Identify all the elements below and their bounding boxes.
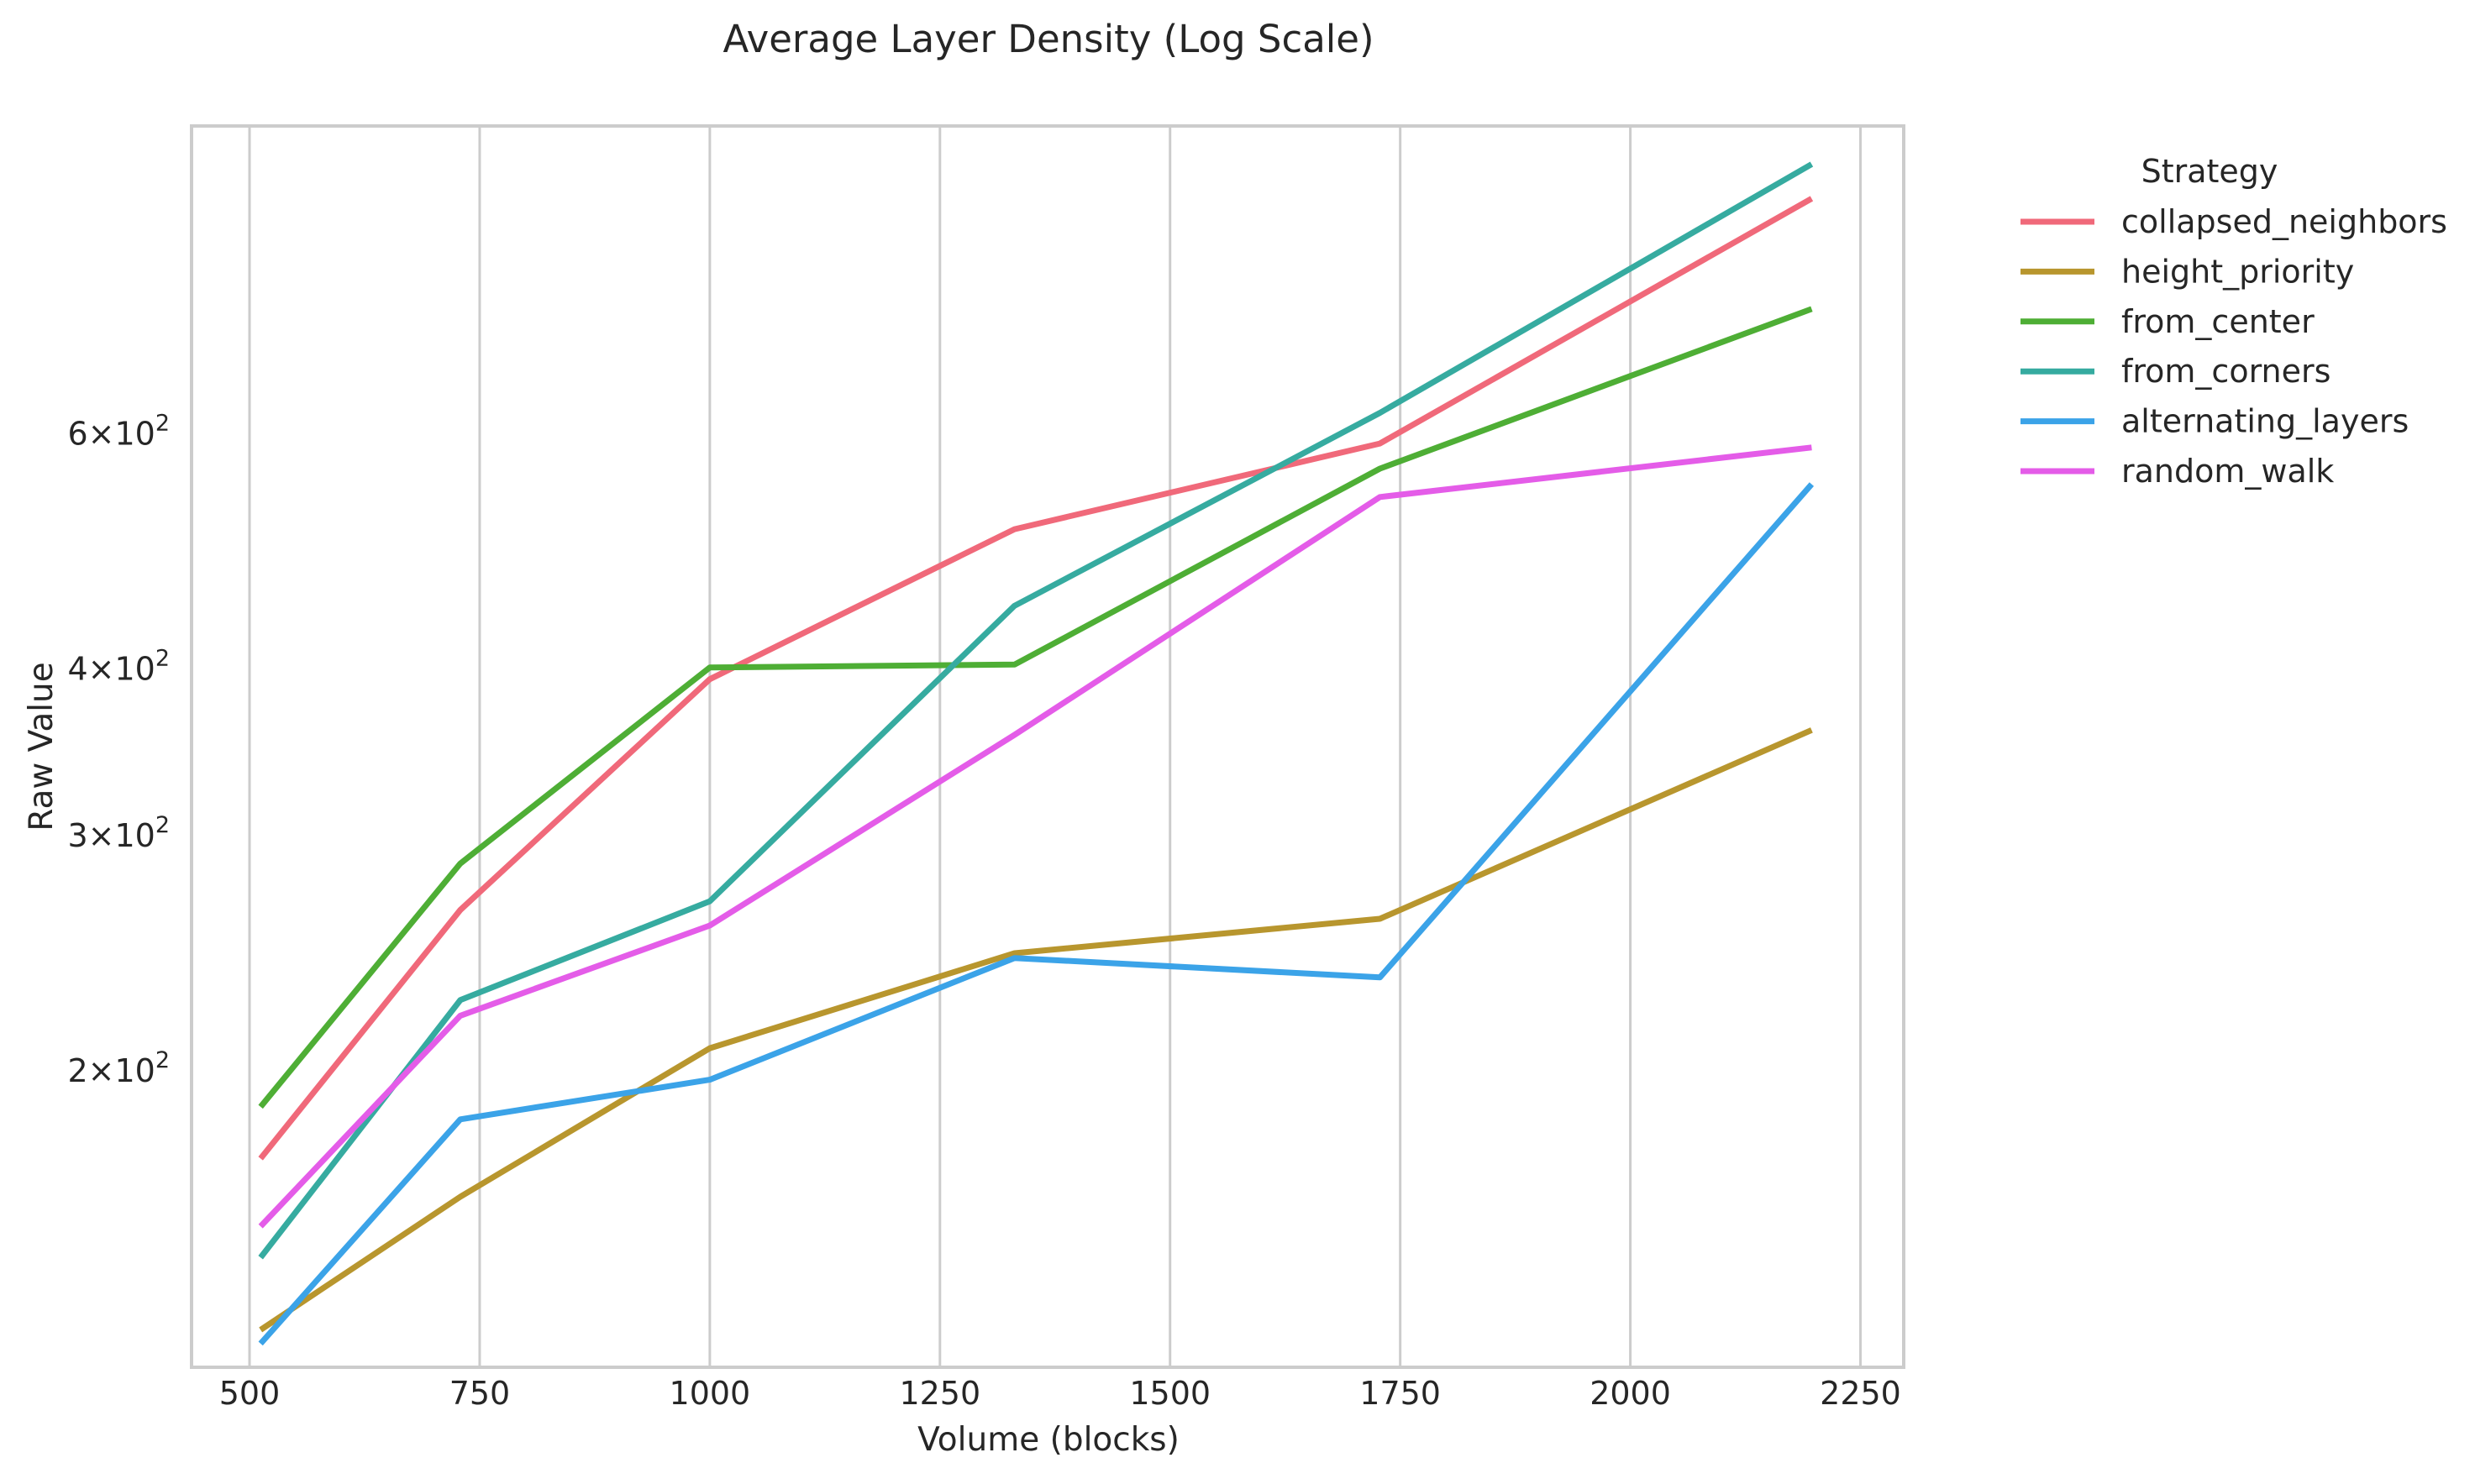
y-tick-label: 4×102 [67,645,170,687]
series-line-collapsed-neighbors [258,196,1814,1161]
gridlines [248,126,1863,1367]
series-line-from-corners [258,161,1814,1260]
x-tick-label: 2000 [1590,1375,1671,1412]
y-tick-label: 3×102 [67,812,170,854]
legend: Strategy collapsed_neighbors height_prior… [2020,153,2447,490]
y-tick-label: 6×102 [67,410,170,452]
legend-label: height_priority [2121,253,2354,290]
legend-label: alternating_layers [2121,403,2409,440]
y-tick-label: 2×102 [67,1047,170,1089]
legend-label: from_center [2121,303,2315,340]
x-tick-label: 1500 [1129,1375,1211,1412]
series-line-height-priority [259,727,1813,1333]
legend-label: collapsed_neighbors [2121,203,2447,240]
x-tick-label: 500 [219,1375,281,1412]
x-tick-label: 1000 [670,1375,751,1412]
legend-items: collapsed_neighbors height_priority from_c… [2020,203,2447,490]
legend-label: from_corners [2121,353,2330,390]
x-tick-labels: 500 750 1000 1250 1500 1750 2000 2250 [219,1375,1901,1412]
x-tick-label: 1750 [1359,1375,1441,1412]
legend-title: Strategy [2141,153,2278,190]
x-tick-label: 750 [449,1375,511,1412]
series-line-from-center [258,306,1813,1109]
chart-title: Average Layer Density (Log Scale) [723,17,1374,61]
series-lines [258,161,1815,1346]
x-axis-label: Volume (blocks) [917,1421,1180,1459]
y-tick-labels: 2×102 3×102 4×102 6×102 [67,410,170,1089]
x-tick-label: 2250 [1820,1375,1901,1412]
legend-label: random_walk [2121,453,2334,490]
series-line-random-walk [258,444,1812,1229]
x-tick-label: 1250 [899,1375,980,1412]
y-axis-label: Raw Value [23,662,60,831]
plot-frame [190,124,1905,1369]
series-line-alternating-layers [258,482,1815,1346]
